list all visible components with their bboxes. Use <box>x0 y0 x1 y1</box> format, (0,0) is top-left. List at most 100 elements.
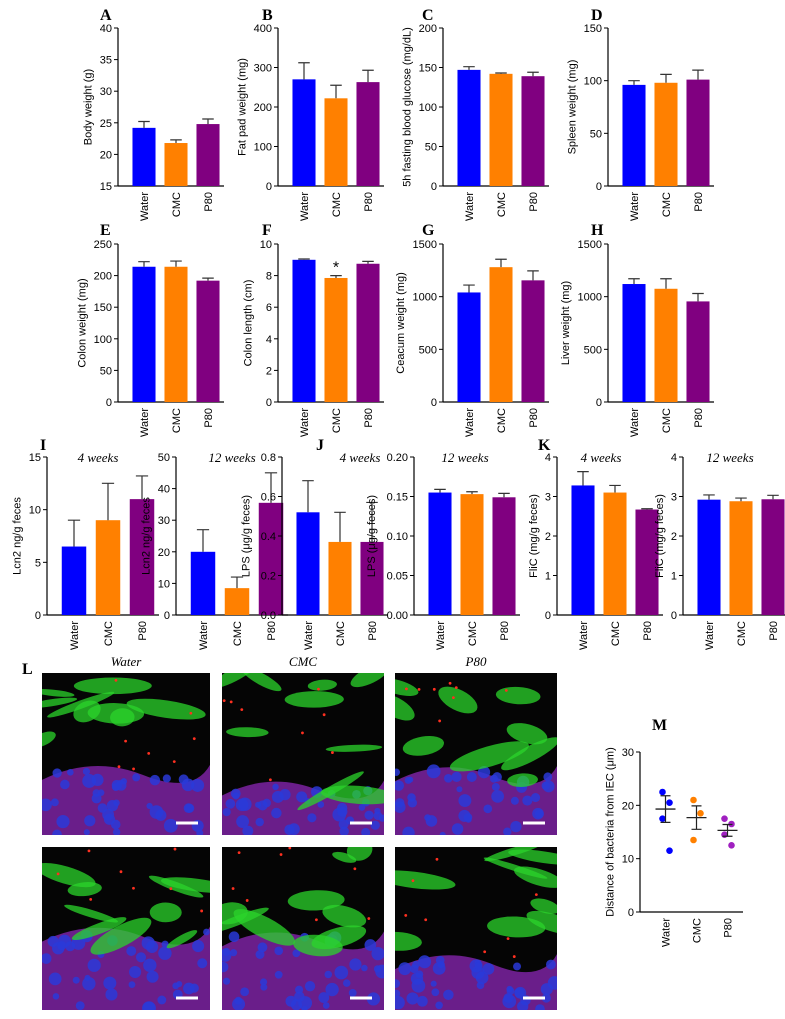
bar <box>622 284 646 402</box>
y-tick-label: 0.15 <box>387 492 408 504</box>
nucleus <box>162 774 171 783</box>
nucleus <box>135 952 147 963</box>
nucleus <box>437 961 445 969</box>
mucus <box>530 898 557 914</box>
mucus <box>484 847 545 862</box>
mucus <box>508 849 557 865</box>
mucus <box>438 686 478 714</box>
nucleus <box>370 820 380 830</box>
mucus <box>322 904 367 928</box>
y-tick-label: 3 <box>545 492 551 504</box>
nucleus <box>477 766 491 779</box>
bacteria <box>229 700 233 704</box>
nucleus <box>236 815 250 828</box>
nucleus <box>307 813 317 823</box>
nucleus <box>412 960 420 969</box>
nucleus <box>395 780 405 791</box>
subtitle: 12 weeks <box>706 450 753 465</box>
error-bar <box>67 519 81 547</box>
x-tick-label: Water <box>139 408 151 437</box>
column-label: P80 <box>465 654 487 669</box>
nucleus <box>489 774 498 783</box>
error-bar <box>302 480 314 513</box>
mucus <box>307 679 337 691</box>
nucleus <box>375 964 384 979</box>
micrograph-content <box>42 847 210 1010</box>
y-tick-label: 1000 <box>413 292 437 304</box>
nucleus <box>112 828 121 835</box>
y-tick-label: 0 <box>596 181 602 193</box>
bar <box>129 499 155 615</box>
bacteria <box>504 688 508 692</box>
bar <box>292 79 316 186</box>
nucleus <box>146 802 153 810</box>
nucleus <box>84 815 96 827</box>
column-label: CMC <box>289 654 318 669</box>
nucleus <box>84 974 91 981</box>
x-tick-label: P80 <box>528 408 540 428</box>
column-label: Water <box>111 654 143 669</box>
y-tick-label: 100 <box>254 142 272 154</box>
nucleus <box>262 798 272 808</box>
error-bar <box>466 491 478 495</box>
bar <box>489 267 513 402</box>
nucleus <box>506 985 513 993</box>
error-bar <box>135 475 149 500</box>
bacteria <box>56 872 60 876</box>
nucleus <box>232 997 246 1010</box>
bar <box>457 69 481 186</box>
bar <box>571 485 595 615</box>
nucleus <box>129 965 142 979</box>
nucleus <box>158 946 172 960</box>
x-tick-label: Water <box>578 621 590 650</box>
mucus <box>526 910 557 934</box>
nucleus <box>178 774 189 785</box>
subtitle: 4 weeks <box>581 450 622 465</box>
y-tick-label: 0 <box>431 397 437 409</box>
nucleus <box>517 1000 529 1010</box>
subtitle: 12 weeks <box>441 450 488 465</box>
error-bar <box>463 66 475 70</box>
error-bar <box>692 69 704 80</box>
error-bar <box>138 261 150 267</box>
data-point <box>721 831 728 838</box>
bacteria <box>173 847 177 851</box>
y-tick-label: 0.00 <box>387 610 408 622</box>
nucleus <box>483 804 493 814</box>
y-tick-label: 4 <box>671 452 677 464</box>
nucleus <box>510 820 522 833</box>
nucleus <box>42 798 52 812</box>
nucleus <box>82 976 96 991</box>
mucus <box>449 741 529 772</box>
bacteria <box>411 879 415 883</box>
error-bar <box>170 260 182 267</box>
nucleus <box>364 939 377 951</box>
bacteria <box>288 847 292 850</box>
nucleus <box>50 798 59 807</box>
nucleus <box>456 786 463 793</box>
nucleus <box>371 947 384 961</box>
bar <box>292 259 316 402</box>
nucleus <box>284 824 295 835</box>
y-tick-label: 35 <box>100 55 112 67</box>
nucleus <box>543 772 553 782</box>
y-tick-label: 400 <box>254 23 272 35</box>
nucleus <box>474 962 483 970</box>
y-tick-label: 300 <box>254 63 272 75</box>
error-bar <box>362 260 374 264</box>
error-bar <box>660 278 672 289</box>
bar <box>697 499 721 615</box>
nucleus <box>426 764 441 779</box>
y-tick-label: 100 <box>94 334 112 346</box>
bar <box>356 82 380 186</box>
panel-letter: G <box>422 222 435 239</box>
bacteria <box>192 737 196 741</box>
x-tick-label: CMC <box>467 621 479 646</box>
error-bar <box>498 492 510 498</box>
y-tick-label: 150 <box>419 63 437 75</box>
error-bar <box>170 139 182 144</box>
y-tick-label: 0 <box>596 397 602 409</box>
y-axis-label: Colon weight (mg) <box>76 278 88 367</box>
x-tick-label: CMC <box>692 918 704 943</box>
mucus <box>166 930 198 949</box>
